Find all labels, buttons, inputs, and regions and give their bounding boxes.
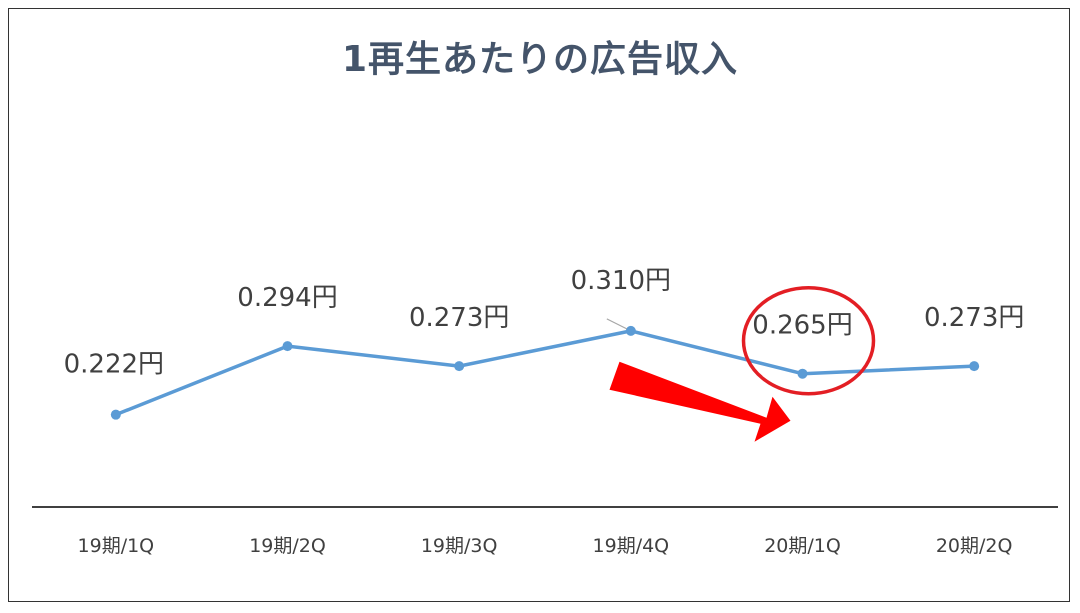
data-point-2 bbox=[282, 341, 293, 352]
series-polyline bbox=[115, 329, 975, 417]
x-tick-label-4: 19期/4Q bbox=[593, 535, 670, 557]
x-tick-label-3: 19期/3Q bbox=[421, 535, 498, 557]
red-arrow bbox=[609, 361, 791, 442]
data-label-2: 0.294円 bbox=[237, 283, 337, 313]
label-leader-line bbox=[606, 318, 628, 330]
data-label-6: 0.273円 bbox=[924, 303, 1024, 333]
data-point-4 bbox=[625, 325, 636, 336]
red-arrow-annotation bbox=[609, 361, 791, 442]
data-point-3 bbox=[454, 361, 465, 372]
highlight-circle-annotation bbox=[741, 285, 876, 396]
data-label-5: 0.265円 bbox=[752, 311, 852, 341]
data-label-4: 0.310円 bbox=[571, 266, 671, 296]
x-tick-label-1: 19期/1Q bbox=[78, 535, 155, 557]
x-tick-label-6: 20期/2Q bbox=[936, 535, 1013, 557]
data-label-3: 0.273円 bbox=[409, 303, 509, 333]
data-point-1 bbox=[110, 409, 121, 420]
data-point-5 bbox=[797, 368, 808, 379]
chart-frame bbox=[8, 8, 1070, 602]
highlight-circle bbox=[741, 285, 876, 396]
data-point-6 bbox=[969, 361, 980, 372]
x-tick-label-2: 19期/2Q bbox=[249, 535, 326, 557]
data-label-1: 0.222円 bbox=[64, 350, 164, 380]
chart-title: 1再生あたりの広告収入 bbox=[341, 39, 739, 80]
x-tick-label-5: 20期/1Q bbox=[764, 535, 841, 557]
series-line bbox=[115, 329, 975, 417]
